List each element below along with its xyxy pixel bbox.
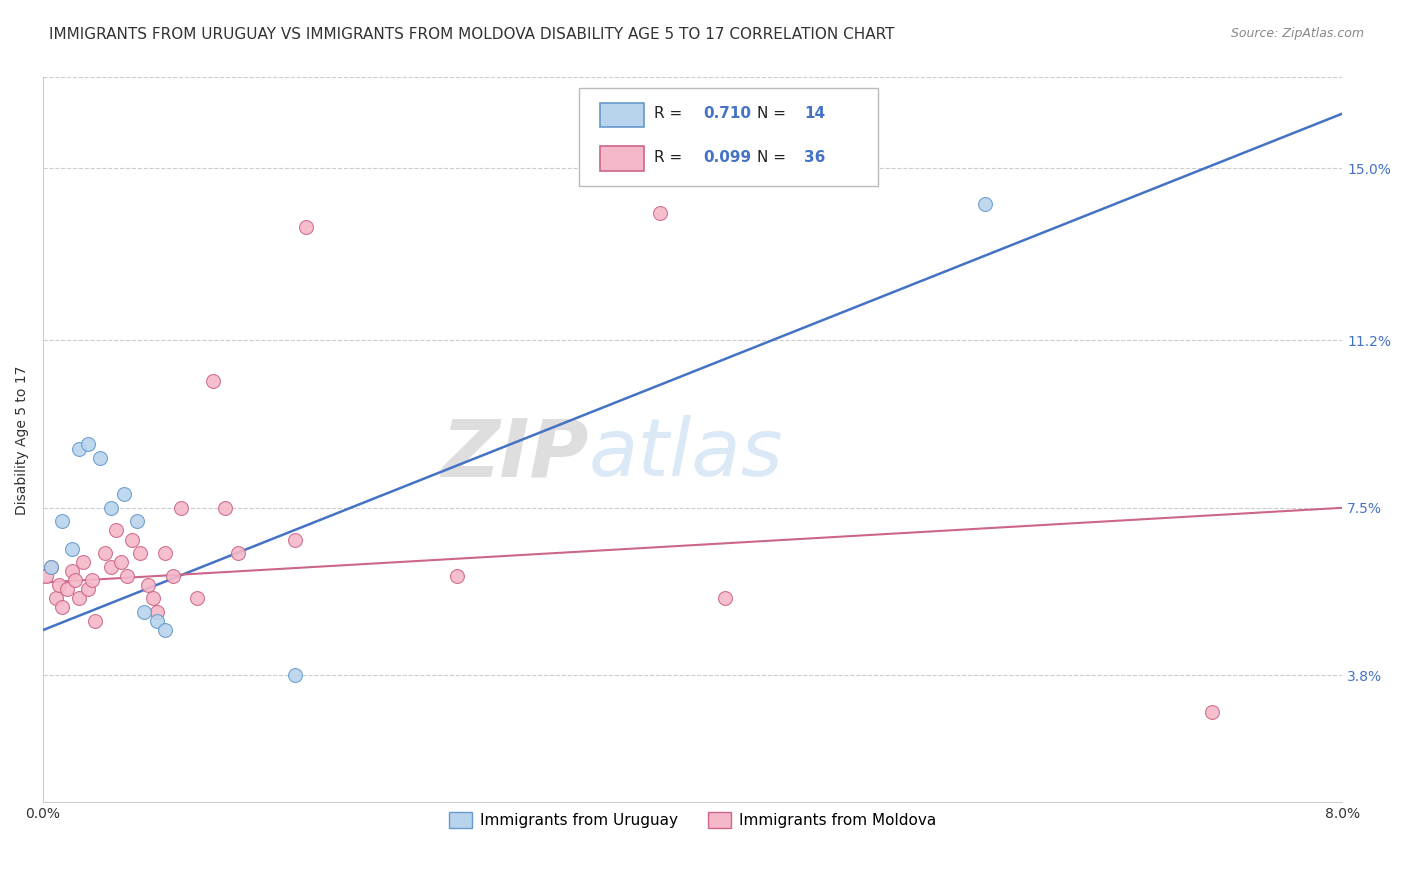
Point <box>162 568 184 582</box>
Legend: Immigrants from Uruguay, Immigrants from Moldova: Immigrants from Uruguay, Immigrants from… <box>443 806 942 835</box>
Point <box>125 515 148 529</box>
Point <box>714 591 737 606</box>
Point <box>226 546 249 560</box>
Text: N =: N = <box>758 106 792 121</box>
Text: Source: ZipAtlas.com: Source: ZipAtlas.com <box>1230 27 1364 40</box>
Point <box>60 541 83 556</box>
FancyBboxPatch shape <box>600 146 644 171</box>
Point <box>284 533 307 547</box>
Point <box>93 546 115 560</box>
Text: R =: R = <box>654 106 686 121</box>
Point <box>153 623 176 637</box>
Point <box>132 605 155 619</box>
Point <box>214 500 236 515</box>
Point <box>145 605 167 619</box>
Point <box>284 668 307 682</box>
Point <box>145 614 167 628</box>
Point <box>138 578 160 592</box>
Text: IMMIGRANTS FROM URUGUAY VS IMMIGRANTS FROM MOLDOVA DISABILITY AGE 5 TO 17 CORREL: IMMIGRANTS FROM URUGUAY VS IMMIGRANTS FR… <box>49 27 894 42</box>
Point <box>80 574 103 588</box>
Point <box>67 591 90 606</box>
Point <box>67 442 90 456</box>
Text: 14: 14 <box>804 106 825 121</box>
Point <box>648 206 671 220</box>
Text: N =: N = <box>758 150 792 165</box>
Point <box>110 555 132 569</box>
Point <box>202 374 225 388</box>
Point <box>112 487 135 501</box>
Text: R =: R = <box>654 150 686 165</box>
Text: atlas: atlas <box>589 416 783 493</box>
Point <box>129 546 152 560</box>
Point <box>48 578 70 592</box>
Point <box>56 582 79 597</box>
FancyBboxPatch shape <box>600 103 644 128</box>
Point <box>39 559 62 574</box>
Point <box>51 515 73 529</box>
Text: ZIP: ZIP <box>441 416 589 493</box>
Text: 36: 36 <box>804 150 825 165</box>
Point <box>446 568 468 582</box>
Point <box>117 568 139 582</box>
Point <box>51 600 73 615</box>
Point <box>186 591 208 606</box>
Point <box>39 559 62 574</box>
Point <box>35 568 58 582</box>
Text: 0.710: 0.710 <box>703 106 751 121</box>
Point <box>153 546 176 560</box>
Point <box>45 591 67 606</box>
Point <box>973 197 995 211</box>
Point <box>65 574 87 588</box>
Text: 0.099: 0.099 <box>703 150 751 165</box>
Point <box>100 559 122 574</box>
Y-axis label: Disability Age 5 to 17: Disability Age 5 to 17 <box>15 365 30 515</box>
Point <box>295 219 318 234</box>
Point <box>89 450 111 465</box>
Point <box>77 437 100 451</box>
Point <box>170 500 193 515</box>
Point <box>1201 705 1223 719</box>
Point <box>83 614 105 628</box>
Point <box>77 582 100 597</box>
Point <box>60 564 83 578</box>
Point <box>104 524 127 538</box>
FancyBboxPatch shape <box>579 88 879 186</box>
Point <box>100 500 122 515</box>
Point <box>142 591 165 606</box>
Point <box>121 533 143 547</box>
Point <box>72 555 94 569</box>
